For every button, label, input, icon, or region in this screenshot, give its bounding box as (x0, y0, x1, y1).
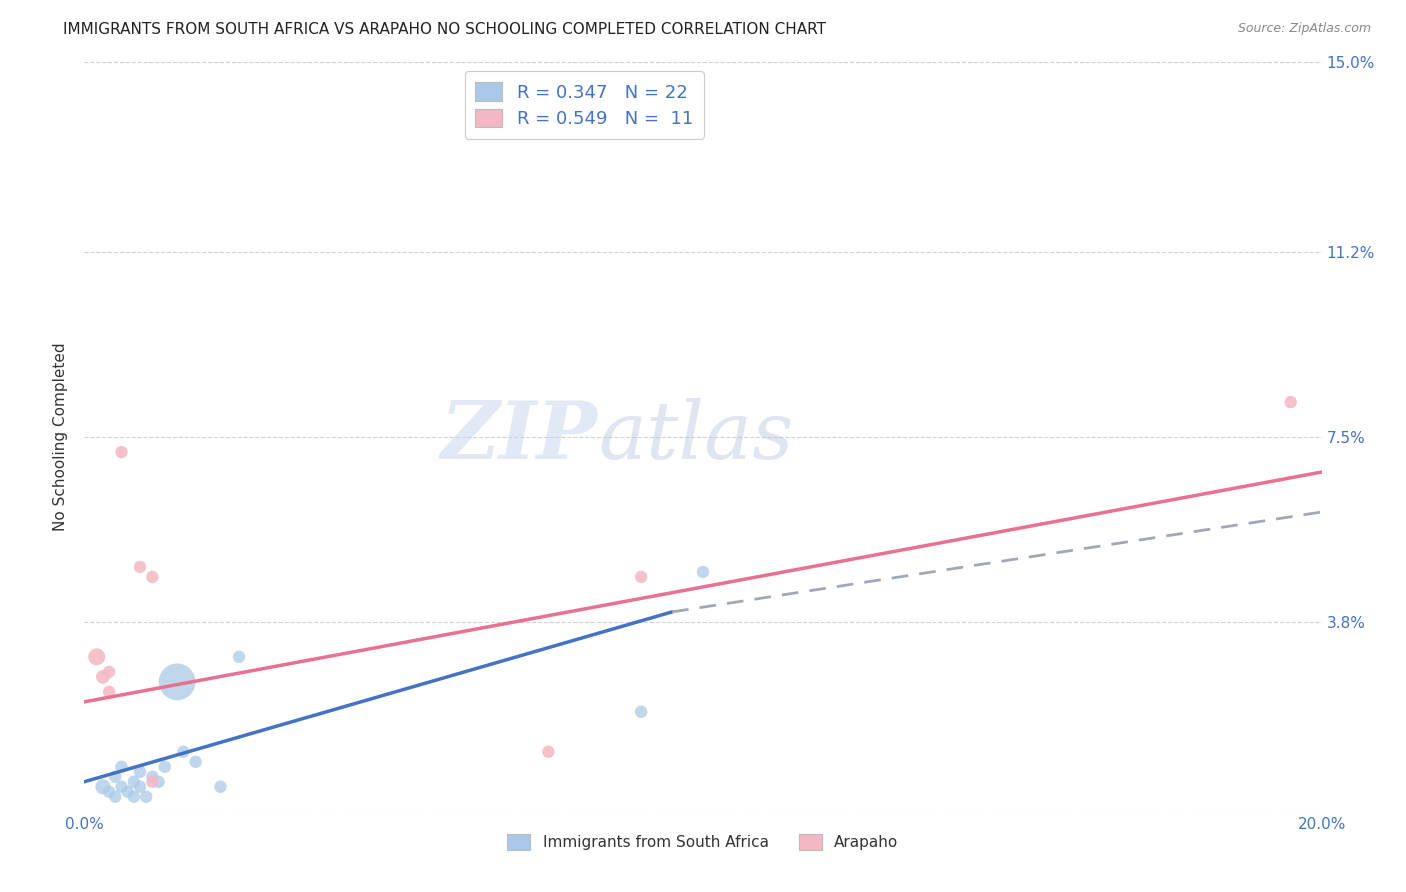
Point (117, 785, 139, 799)
Point (630, 570, 652, 584)
Point (129, 560, 152, 574)
Point (98, 685, 121, 699)
Text: IMMIGRANTS FROM SOUTH AFRICA VS ARAPAHO NO SCHOOLING COMPLETED CORRELATION CHART: IMMIGRANTS FROM SOUTH AFRICA VS ARAPAHO … (63, 22, 827, 37)
Point (537, 745, 560, 759)
Point (141, 770, 163, 784)
Text: ZIP: ZIP (441, 399, 598, 475)
Point (153, 760, 176, 774)
Point (630, 705, 652, 719)
Point (692, 565, 714, 579)
Point (1279, 395, 1302, 409)
Point (135, 789, 157, 804)
Point (166, 674, 188, 689)
Y-axis label: No Schooling Completed: No Schooling Completed (53, 343, 69, 532)
Point (86, 649, 108, 664)
Point (110, 445, 132, 459)
Point (91, 670, 114, 684)
Point (104, 789, 127, 804)
Point (129, 780, 152, 794)
Point (122, 789, 145, 804)
Legend: Immigrants from South Africa, Arapaho: Immigrants from South Africa, Arapaho (502, 829, 904, 856)
Point (129, 764, 152, 779)
Point (184, 755, 207, 769)
Point (172, 745, 194, 759)
Point (110, 760, 132, 774)
Point (122, 774, 145, 789)
Point (141, 774, 163, 789)
Point (104, 770, 127, 784)
Point (98, 785, 121, 799)
Point (110, 780, 132, 794)
Point (148, 774, 170, 789)
Point (98, 665, 121, 679)
Point (228, 649, 250, 664)
Point (91, 780, 114, 794)
Point (209, 780, 232, 794)
Point (141, 570, 163, 584)
Text: atlas: atlas (598, 399, 793, 475)
Text: Source: ZipAtlas.com: Source: ZipAtlas.com (1237, 22, 1371, 36)
